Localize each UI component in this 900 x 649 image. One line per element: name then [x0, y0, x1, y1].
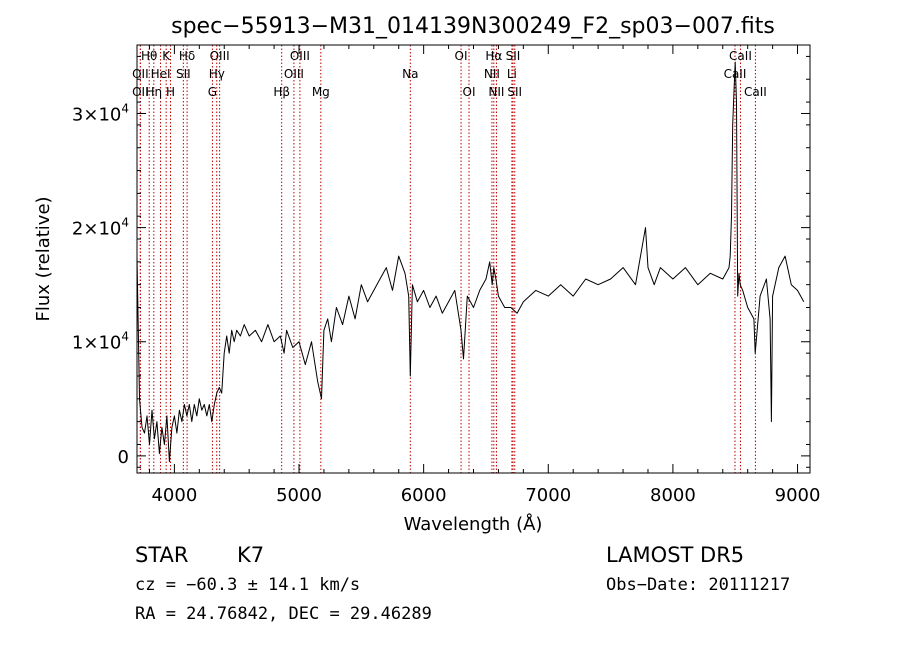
y-tick-exponent: 4	[121, 216, 129, 230]
spectral-line-label: OII	[132, 67, 149, 81]
spectral-line-label: Hα	[485, 49, 502, 63]
y-tick-mantissa: 1×10	[72, 333, 121, 354]
x-axis-ticks: 4000 5000 6000 7000 8000 9000	[148, 45, 821, 506]
spectral-line-label: G	[208, 85, 217, 99]
y-axis-label: Flux (relative)	[33, 196, 54, 321]
spectrum-series-line	[136, 61, 805, 463]
y-tick-mantissa: 0	[118, 447, 129, 468]
survey-name: LAMOST DR5	[606, 543, 744, 567]
spectral-line-label: Hγ	[209, 67, 225, 81]
redshift-info: cz = −60.3 ± 14.1 km/s	[135, 575, 360, 595]
spectral-line-label: SII	[506, 49, 521, 63]
y-tick-label: 2×104	[72, 216, 129, 240]
observation-date: Obs−Date: 20111217	[606, 575, 790, 595]
spectral-line-label: CaII	[744, 85, 767, 99]
y-tick-mantissa: 2×10	[72, 219, 121, 240]
object-subclass: K7	[237, 543, 264, 567]
spectral-line-label: NII	[488, 85, 504, 99]
y-tick-label: 3×104	[72, 101, 129, 125]
plot-frame	[136, 44, 811, 474]
spectral-line-label: NII	[484, 67, 500, 81]
x-tick-label: 8000	[650, 485, 696, 506]
spectral-line-label: Na	[402, 67, 418, 81]
spectral-line-label: Mg	[312, 85, 330, 99]
spectral-line-label: OI	[463, 85, 476, 99]
x-tick-label: 7000	[525, 485, 571, 506]
x-tick-label: 4000	[151, 485, 197, 506]
spectral-line-label: K	[162, 49, 171, 63]
spectral-line-label: H	[166, 85, 175, 99]
x-tick-label: 5000	[276, 485, 322, 506]
object-class: STAR	[135, 543, 188, 567]
chart-title: spec−55913−M31_014139N300249_F2_sp03−007…	[171, 14, 775, 39]
spectral-line-markers	[139, 45, 756, 473]
y-tick-label: 0	[118, 447, 129, 468]
coordinates: RA = 24.76842, DEC = 29.46289	[135, 604, 432, 624]
spectral-line-label: Hδ	[179, 49, 195, 63]
y-tick-label: 1×104	[72, 330, 129, 354]
spectral-line-label: HeI	[151, 67, 171, 81]
spectral-line-label: Hθ	[141, 49, 157, 63]
x-tick-label: 9000	[775, 485, 821, 506]
y-tick-exponent: 4	[121, 330, 129, 344]
spectral-line-label: SII	[507, 85, 522, 99]
x-tick-label: 6000	[401, 485, 447, 506]
spectral-line-label: OI	[455, 49, 468, 63]
spectral-line-label: Li	[507, 67, 517, 81]
spectral-line-label: OIII	[290, 49, 310, 63]
y-tick-mantissa: 3×10	[72, 104, 121, 125]
spectral-line-label: SII	[176, 67, 191, 81]
y-tick-exponent: 4	[121, 101, 129, 115]
x-axis-label: Wavelength (Å)	[404, 513, 543, 535]
spectral-line-label: CaII	[729, 49, 752, 63]
spectral-line-label: OIII	[210, 49, 230, 63]
spectral-line-label: Hβ	[273, 85, 290, 99]
spectral-line-label: Hη	[146, 85, 163, 99]
spectral-line-label: OIII	[284, 67, 304, 81]
spectral-line-label: OII	[132, 85, 149, 99]
